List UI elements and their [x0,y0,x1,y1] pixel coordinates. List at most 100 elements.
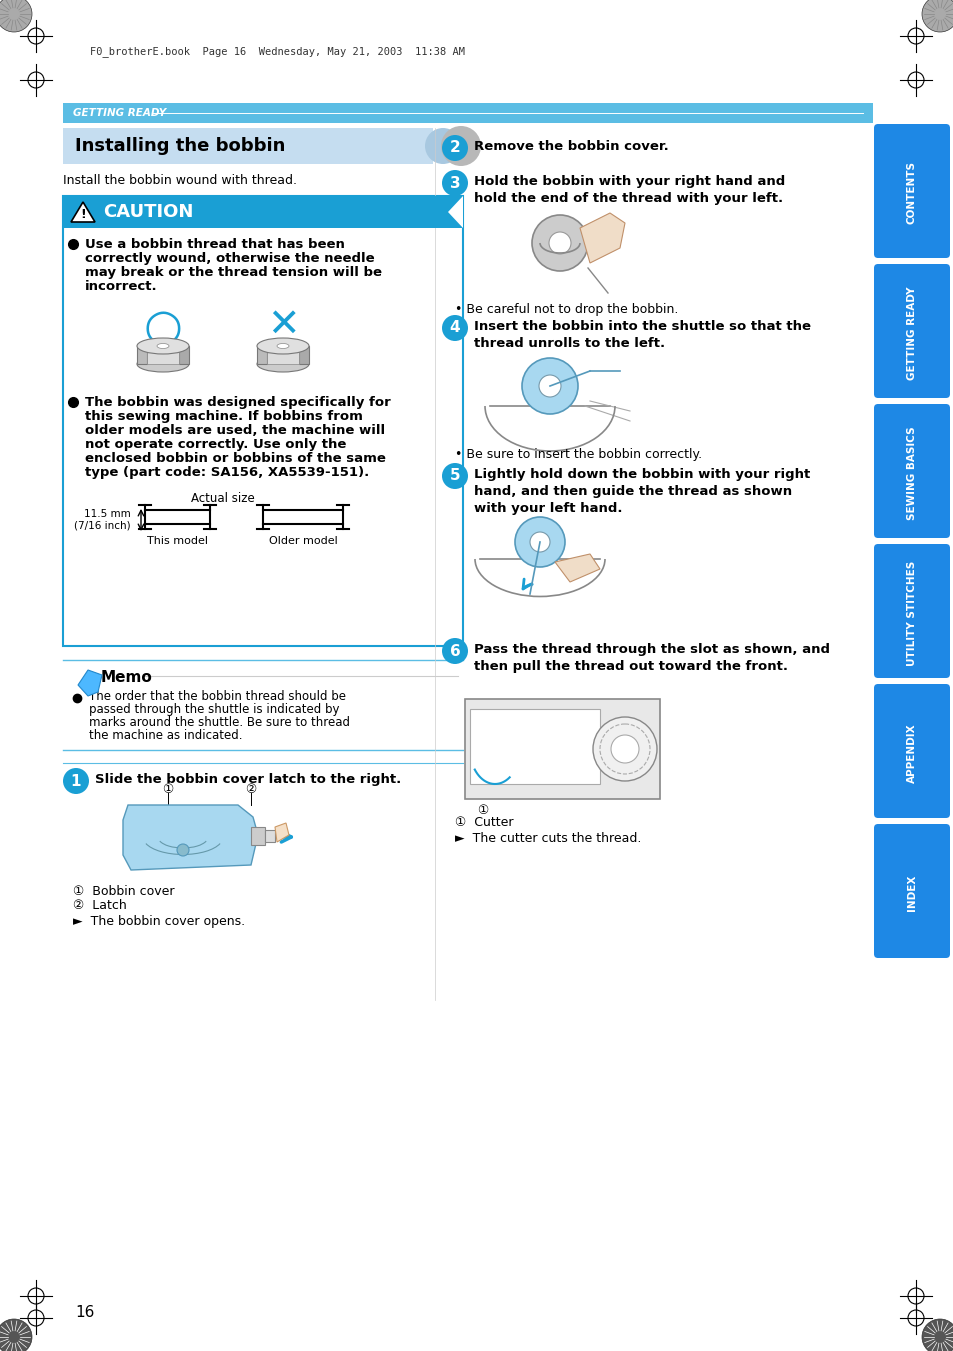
Text: Hold the bobbin with your right hand and
hold the end of the thread with your le: Hold the bobbin with your right hand and… [474,176,784,205]
Text: Install the bobbin wound with thread.: Install the bobbin wound with thread. [63,174,296,186]
Text: Pass the thread through the slot as shown, and
then pull the thread out toward t: Pass the thread through the slot as show… [474,643,829,673]
Text: CONTENTS: CONTENTS [906,162,916,224]
Polygon shape [123,805,257,870]
Text: Older model: Older model [269,536,337,546]
Circle shape [440,126,480,166]
Circle shape [424,128,460,163]
Circle shape [177,844,189,857]
Text: UTILITY STITCHES: UTILITY STITCHES [906,561,916,666]
Circle shape [593,717,657,781]
Circle shape [532,215,587,272]
Text: 3: 3 [449,176,460,190]
Text: older models are used, the machine will: older models are used, the machine will [85,424,385,436]
Bar [256,346,267,363]
Polygon shape [78,670,102,696]
Text: Use a bobbin thread that has been: Use a bobbin thread that has been [85,238,345,251]
Bar [63,128,433,163]
Text: ①: ① [162,784,173,796]
Text: APPENDIX: APPENDIX [906,723,916,782]
Text: type (part code: SA156, XA5539-151).: type (part code: SA156, XA5539-151). [85,466,369,480]
FancyBboxPatch shape [873,824,949,958]
Circle shape [921,0,953,32]
Ellipse shape [256,357,309,372]
Circle shape [441,315,468,340]
Text: 6: 6 [449,643,460,658]
Text: SEWING BASICS: SEWING BASICS [906,426,916,520]
FancyBboxPatch shape [873,263,949,399]
Circle shape [538,376,560,397]
Ellipse shape [137,338,189,354]
Text: Lightly hold down the bobbin with your right
hand, and then guide the thread as : Lightly hold down the bobbin with your r… [474,467,809,515]
Circle shape [610,735,639,763]
Text: not operate correctly. Use only the: not operate correctly. Use only the [85,438,346,451]
Bar [137,346,147,363]
Polygon shape [71,203,95,222]
Polygon shape [555,554,599,582]
Polygon shape [579,213,624,263]
Text: ✕: ✕ [267,305,299,345]
Bar [298,346,309,363]
Text: Actual size: Actual size [191,492,254,505]
FancyBboxPatch shape [873,544,949,678]
Text: GETTING READY: GETTING READY [906,286,916,380]
Text: ①  Bobbin cover: ① Bobbin cover [73,885,174,898]
Text: this sewing machine. If bobbins from: this sewing machine. If bobbins from [85,409,362,423]
Text: correctly wound, otherwise the needle: correctly wound, otherwise the needle [85,253,375,265]
Text: enclosed bobbin or bobbins of the same: enclosed bobbin or bobbins of the same [85,453,385,465]
Bar [470,709,599,784]
Text: ②: ② [245,784,256,796]
Text: the machine as indicated.: the machine as indicated. [89,730,242,742]
Circle shape [441,135,468,161]
Bar [267,346,298,363]
Text: INDEX: INDEX [906,875,916,911]
Text: marks around the shuttle. Be sure to thread: marks around the shuttle. Be sure to thr… [89,716,350,730]
Text: 2: 2 [449,141,460,155]
Text: ①  Cutter: ① Cutter [455,816,513,830]
Bar [147,346,179,363]
FancyBboxPatch shape [873,124,949,258]
Polygon shape [448,196,462,228]
Text: Insert the bobbin into the shuttle so that the
thread unrolls to the left.: Insert the bobbin into the shuttle so th… [474,320,810,350]
Text: 16: 16 [75,1305,94,1320]
Circle shape [515,517,564,567]
Circle shape [0,1319,32,1351]
Ellipse shape [276,343,289,349]
Text: incorrect.: incorrect. [85,280,157,293]
Text: • Be sure to insert the bobbin correctly.: • Be sure to insert the bobbin correctly… [455,449,701,461]
Bar [464,698,659,798]
Text: The bobbin was designed specifically for: The bobbin was designed specifically for [85,396,391,409]
Text: ①: ① [476,804,488,817]
Text: ►  The bobbin cover opens.: ► The bobbin cover opens. [73,915,245,928]
Circle shape [521,358,578,413]
Text: ○: ○ [143,305,182,349]
Circle shape [441,170,468,196]
Text: passed through the shuttle is indicated by: passed through the shuttle is indicated … [89,703,339,716]
Ellipse shape [256,338,309,354]
Text: !: ! [80,208,86,222]
Text: F0_brotherE.book  Page 16  Wednesday, May 21, 2003  11:38 AM: F0_brotherE.book Page 16 Wednesday, May … [90,46,464,57]
FancyBboxPatch shape [873,404,949,538]
Text: Memo: Memo [101,670,152,685]
Text: • Be careful not to drop the bobbin.: • Be careful not to drop the bobbin. [455,303,678,316]
Bar [63,103,872,123]
Ellipse shape [137,357,189,372]
Circle shape [921,1319,953,1351]
Text: may break or the thread tension will be: may break or the thread tension will be [85,266,381,280]
Text: GETTING READY: GETTING READY [73,108,166,118]
Circle shape [63,767,89,794]
Text: 5: 5 [449,469,460,484]
Text: This model: This model [148,536,209,546]
Text: ②  Latch: ② Latch [73,898,127,912]
Text: Remove the bobbin cover.: Remove the bobbin cover. [474,141,668,153]
Polygon shape [274,823,289,842]
Text: 4: 4 [449,320,460,335]
Bar [63,196,462,228]
Ellipse shape [157,343,169,349]
Circle shape [441,463,468,489]
Bar [63,196,462,646]
Text: Installing the bobbin: Installing the bobbin [75,136,285,155]
Text: CAUTION: CAUTION [103,203,193,222]
Text: The order that the bobbin thread should be: The order that the bobbin thread should … [89,690,346,703]
Bar [179,346,189,363]
Circle shape [441,638,468,663]
